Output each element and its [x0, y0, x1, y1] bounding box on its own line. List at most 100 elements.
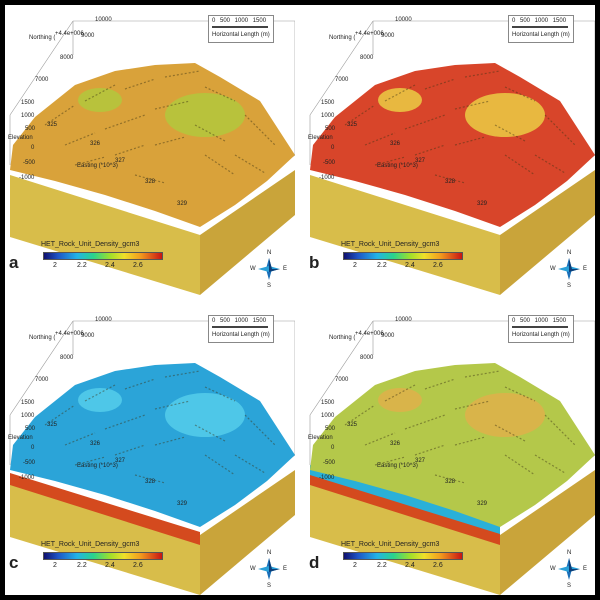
easting-tick: 327: [415, 158, 426, 164]
terrain-step-line: [424, 78, 456, 90]
elevation-tick: 1000: [21, 113, 35, 119]
easting-tick: 326: [90, 141, 101, 147]
compass-rose: N S W E: [250, 250, 288, 294]
legend-tick: 2: [353, 562, 357, 569]
horizontal-length-label: Horizontal Length (m): [212, 32, 270, 38]
northing-tick: 9000: [381, 333, 395, 339]
legend-tick: 2: [53, 262, 57, 269]
terrain-step-line: [414, 444, 446, 456]
elevation-tick: 500: [25, 426, 36, 432]
terrain-step-line: [64, 432, 96, 446]
compass-s: S: [567, 583, 572, 589]
terrain-step-line: [244, 414, 276, 446]
compass-w: W: [550, 566, 556, 572]
terrain-step-line: [404, 414, 446, 430]
terrain-step-line: [204, 386, 236, 402]
elevation-tick: 0: [331, 145, 335, 151]
legend-tick: 2.6: [133, 562, 143, 569]
compass-s: S: [267, 283, 272, 289]
figure-canvas: Northing ( +4.4e+006 10000 9000 8000 700…: [5, 5, 595, 595]
easting-tick: 328: [445, 179, 456, 185]
elevation-tick: 500: [25, 126, 36, 132]
compass-w: W: [250, 566, 256, 572]
northing-tick: 8000: [60, 55, 74, 61]
terrain-step-line: [154, 100, 191, 110]
terrain-steps: [344, 70, 576, 184]
panel-b: Northing ( +4.4e+006 10000 9000 8000 700…: [305, 5, 595, 295]
terrain-step-line: [134, 174, 166, 184]
northing-label: Northing (: [329, 335, 356, 341]
easting-tick: 328: [445, 479, 456, 485]
terrain-step-line: [414, 144, 446, 156]
terrain-step-line: [454, 400, 491, 410]
block-side-face: [200, 170, 295, 295]
panel-letter: a: [9, 253, 19, 272]
horizontal-length-label: Horizontal Length (m): [512, 32, 570, 38]
terrain-step-line: [544, 114, 576, 146]
density-patch: [465, 93, 545, 137]
legend-tick: 2.2: [77, 562, 87, 569]
elevation-tick: 500: [325, 126, 336, 132]
terrain-step-line: [234, 454, 266, 474]
legend-colorbar: [343, 552, 463, 560]
compass-rose: N S W E: [550, 550, 588, 594]
easting-tick: 327: [115, 158, 126, 164]
horizontal-length-label: Horizontal Length (m): [512, 332, 570, 338]
compass-s: S: [267, 583, 272, 589]
layer-band-2: [310, 465, 500, 534]
legend-colorbar: [43, 552, 163, 560]
easting-tick: 329: [477, 501, 488, 507]
compass-rose: N S W E: [550, 250, 588, 294]
block-front-face: [310, 175, 500, 295]
terrain-step-line: [424, 378, 456, 390]
terrain-step-line: [434, 174, 466, 184]
elevation-tick: 1000: [321, 413, 335, 419]
easting-tick: 327: [115, 458, 126, 464]
terrain-step-line: [114, 144, 146, 156]
terrain-step-line: [374, 456, 406, 466]
northing-tick: 7000: [35, 77, 49, 83]
terrain-step-line: [494, 424, 526, 442]
panel-letter: b: [309, 253, 320, 272]
density-patch: [78, 88, 122, 112]
northing-tick: 7000: [35, 377, 49, 383]
density-patch: [78, 388, 122, 412]
terrain-step-line: [454, 100, 491, 110]
easting-label: Easting (*10^3): [377, 463, 418, 469]
compass-n: N: [567, 250, 572, 256]
terrain-step-line: [504, 386, 536, 402]
block-side-face: [500, 170, 595, 295]
elevation-label: Elevation: [8, 435, 33, 441]
legend-tick: 2.6: [433, 262, 443, 269]
terrain-step-line: [204, 86, 236, 102]
compass-e: E: [283, 266, 288, 272]
model-block-3d: [309, 20, 595, 295]
elevation-tick: 0: [31, 145, 35, 151]
northing-label: Northing (: [29, 35, 56, 41]
scale-ticks: 0 500 1000 1500: [212, 18, 267, 24]
block-front-face: [310, 475, 500, 595]
elevation-tick: -500: [323, 160, 336, 166]
scale-line: [212, 326, 268, 328]
elevation-tick: -500: [23, 160, 36, 166]
panel-letter: d: [309, 553, 320, 572]
terrain-step-line: [244, 114, 276, 146]
terrain-step-line: [154, 136, 186, 146]
legend-tick: 2.4: [105, 562, 115, 569]
northing-tick: 9000: [81, 33, 95, 39]
easting-tick: 329: [177, 501, 188, 507]
terrain-step-line: [454, 136, 486, 146]
terrain-step-line: [384, 384, 416, 402]
legend-tick: 2.4: [405, 262, 415, 269]
easting-tick: 325: [47, 422, 58, 428]
compass-w: W: [550, 266, 556, 272]
terrain-steps: [44, 70, 276, 184]
compass-n: N: [267, 250, 272, 256]
scale-bar: 0 500 1000 1500 Horizontal Length (m): [208, 15, 274, 43]
easting-tick: 325: [47, 122, 58, 128]
easting-tick: 329: [477, 201, 488, 207]
elevation-tick: -1000: [19, 475, 35, 481]
elevation-tick: 0: [331, 445, 335, 451]
northing-tick: 7000: [335, 377, 349, 383]
northing-tick: 8000: [360, 355, 374, 361]
